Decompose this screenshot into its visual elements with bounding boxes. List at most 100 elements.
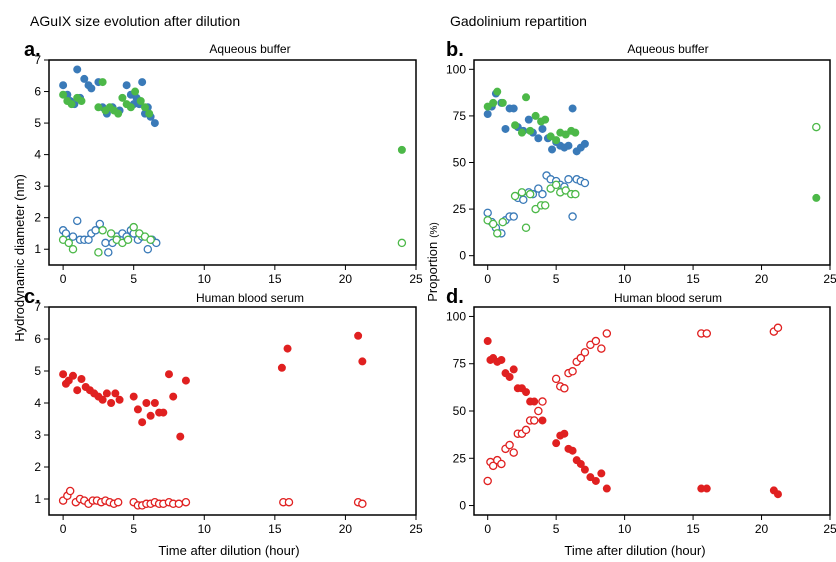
data-point <box>483 476 492 486</box>
data-point <box>498 217 508 227</box>
data-point <box>113 497 123 507</box>
data-point <box>77 97 86 106</box>
data-point <box>118 93 127 102</box>
data-point <box>68 371 77 380</box>
data-point <box>576 459 585 468</box>
data-point <box>98 395 107 404</box>
data-point <box>534 406 543 416</box>
data-point <box>146 411 155 420</box>
data-point <box>77 374 86 383</box>
panel-c-title: Human blood serum <box>196 291 304 305</box>
data-point <box>552 136 561 145</box>
panel-d: d. Human blood serum 0 5 10 15 20 25 0 25 50 75 10… <box>446 286 836 536</box>
data-point <box>64 238 74 248</box>
data-point <box>509 104 518 113</box>
panel-a-label: a. <box>24 39 41 61</box>
panel-b-frame <box>473 59 831 266</box>
data-point <box>497 459 506 469</box>
data-point <box>568 446 577 455</box>
right-y-axis-label-unit: (%) <box>429 222 440 238</box>
data-point <box>140 103 149 112</box>
x-tick-label: 0 <box>484 272 491 286</box>
left-y-axis-label: Hydrodynamic diameter (nm) <box>12 174 27 342</box>
data-point <box>522 93 531 102</box>
data-point <box>133 405 142 414</box>
data-point <box>143 244 153 254</box>
data-point <box>538 397 547 406</box>
x-tick-label: 5 <box>553 522 560 536</box>
data-point <box>358 499 367 509</box>
data-point <box>551 374 561 384</box>
data-point <box>131 87 140 96</box>
data-point <box>126 103 135 112</box>
data-point <box>534 184 543 193</box>
data-point <box>498 98 507 107</box>
data-point <box>521 425 531 435</box>
y-tick-label: 6 <box>34 332 41 346</box>
panel-d-ticks: 0 5 10 15 20 25 0 25 50 75 100 <box>446 309 836 536</box>
y-tick-label: 7 <box>34 53 41 67</box>
y-tick-label: 5 <box>34 364 41 378</box>
x-tick-label: 20 <box>755 522 769 536</box>
x-tick-label: 25 <box>823 522 836 536</box>
x-tick-label: 20 <box>755 272 769 286</box>
data-point <box>146 235 155 245</box>
data-point <box>548 145 557 154</box>
x-tick-label: 10 <box>618 522 632 536</box>
data-point <box>702 484 711 493</box>
data-point <box>510 191 520 201</box>
y-tick-label: 25 <box>453 202 467 216</box>
data-point <box>104 248 113 257</box>
data-point <box>564 141 573 150</box>
x-tick-label: 5 <box>130 522 137 536</box>
x-tick-label: 10 <box>618 272 632 286</box>
data-point <box>501 124 510 133</box>
data-point <box>591 476 600 485</box>
y-tick-label: 0 <box>459 499 466 513</box>
data-point <box>525 189 535 199</box>
data-point <box>138 78 147 87</box>
data-point <box>812 122 821 132</box>
data-point <box>72 216 82 226</box>
panel-b-ticks: 0 5 10 15 20 25 0 25 50 75 100 <box>446 62 836 286</box>
data-point <box>517 188 527 197</box>
data-point <box>73 386 82 395</box>
data-point <box>571 189 580 199</box>
data-point <box>483 337 492 346</box>
data-point <box>115 395 124 404</box>
y-tick-label: 4 <box>34 396 41 410</box>
data-point <box>114 109 123 118</box>
x-tick-label: 5 <box>553 272 560 286</box>
data-point <box>181 497 191 507</box>
data-point <box>568 367 577 376</box>
y-tick-label: 1 <box>34 242 41 256</box>
data-point <box>538 189 547 199</box>
data-point <box>150 398 159 407</box>
data-point <box>552 439 561 448</box>
data-point <box>509 365 518 374</box>
data-point <box>511 121 520 130</box>
right-column-header: Gadolinium repartition <box>450 13 587 29</box>
data-point <box>138 418 147 427</box>
data-point <box>169 392 178 401</box>
data-point <box>94 248 103 257</box>
data-point <box>150 119 159 128</box>
data-point <box>538 416 547 425</box>
y-tick-label: 7 <box>34 300 41 314</box>
panel-b-title: Aqueous buffer <box>627 42 708 56</box>
y-tick-label: 50 <box>453 156 467 170</box>
data-point <box>529 416 539 425</box>
x-tick-label: 0 <box>60 272 67 286</box>
data-point <box>488 461 498 471</box>
panel-a: a. Aqueous buffer 0 5 10 15 20 25 1 2 3 4 5 6 7 <box>24 39 423 286</box>
data-point <box>580 139 589 148</box>
data-point <box>530 397 539 406</box>
panel-b: b. Aqueous buffer 0 5 10 15 20 25 0 25 50 75 100 <box>446 39 836 286</box>
data-point <box>493 229 502 238</box>
y-tick-label: 2 <box>34 211 41 225</box>
x-tick-label: 25 <box>409 272 423 286</box>
y-tick-label: 3 <box>34 179 41 193</box>
data-point <box>159 408 168 417</box>
y-tick-label: 50 <box>453 404 467 418</box>
y-tick-label: 75 <box>453 109 467 123</box>
